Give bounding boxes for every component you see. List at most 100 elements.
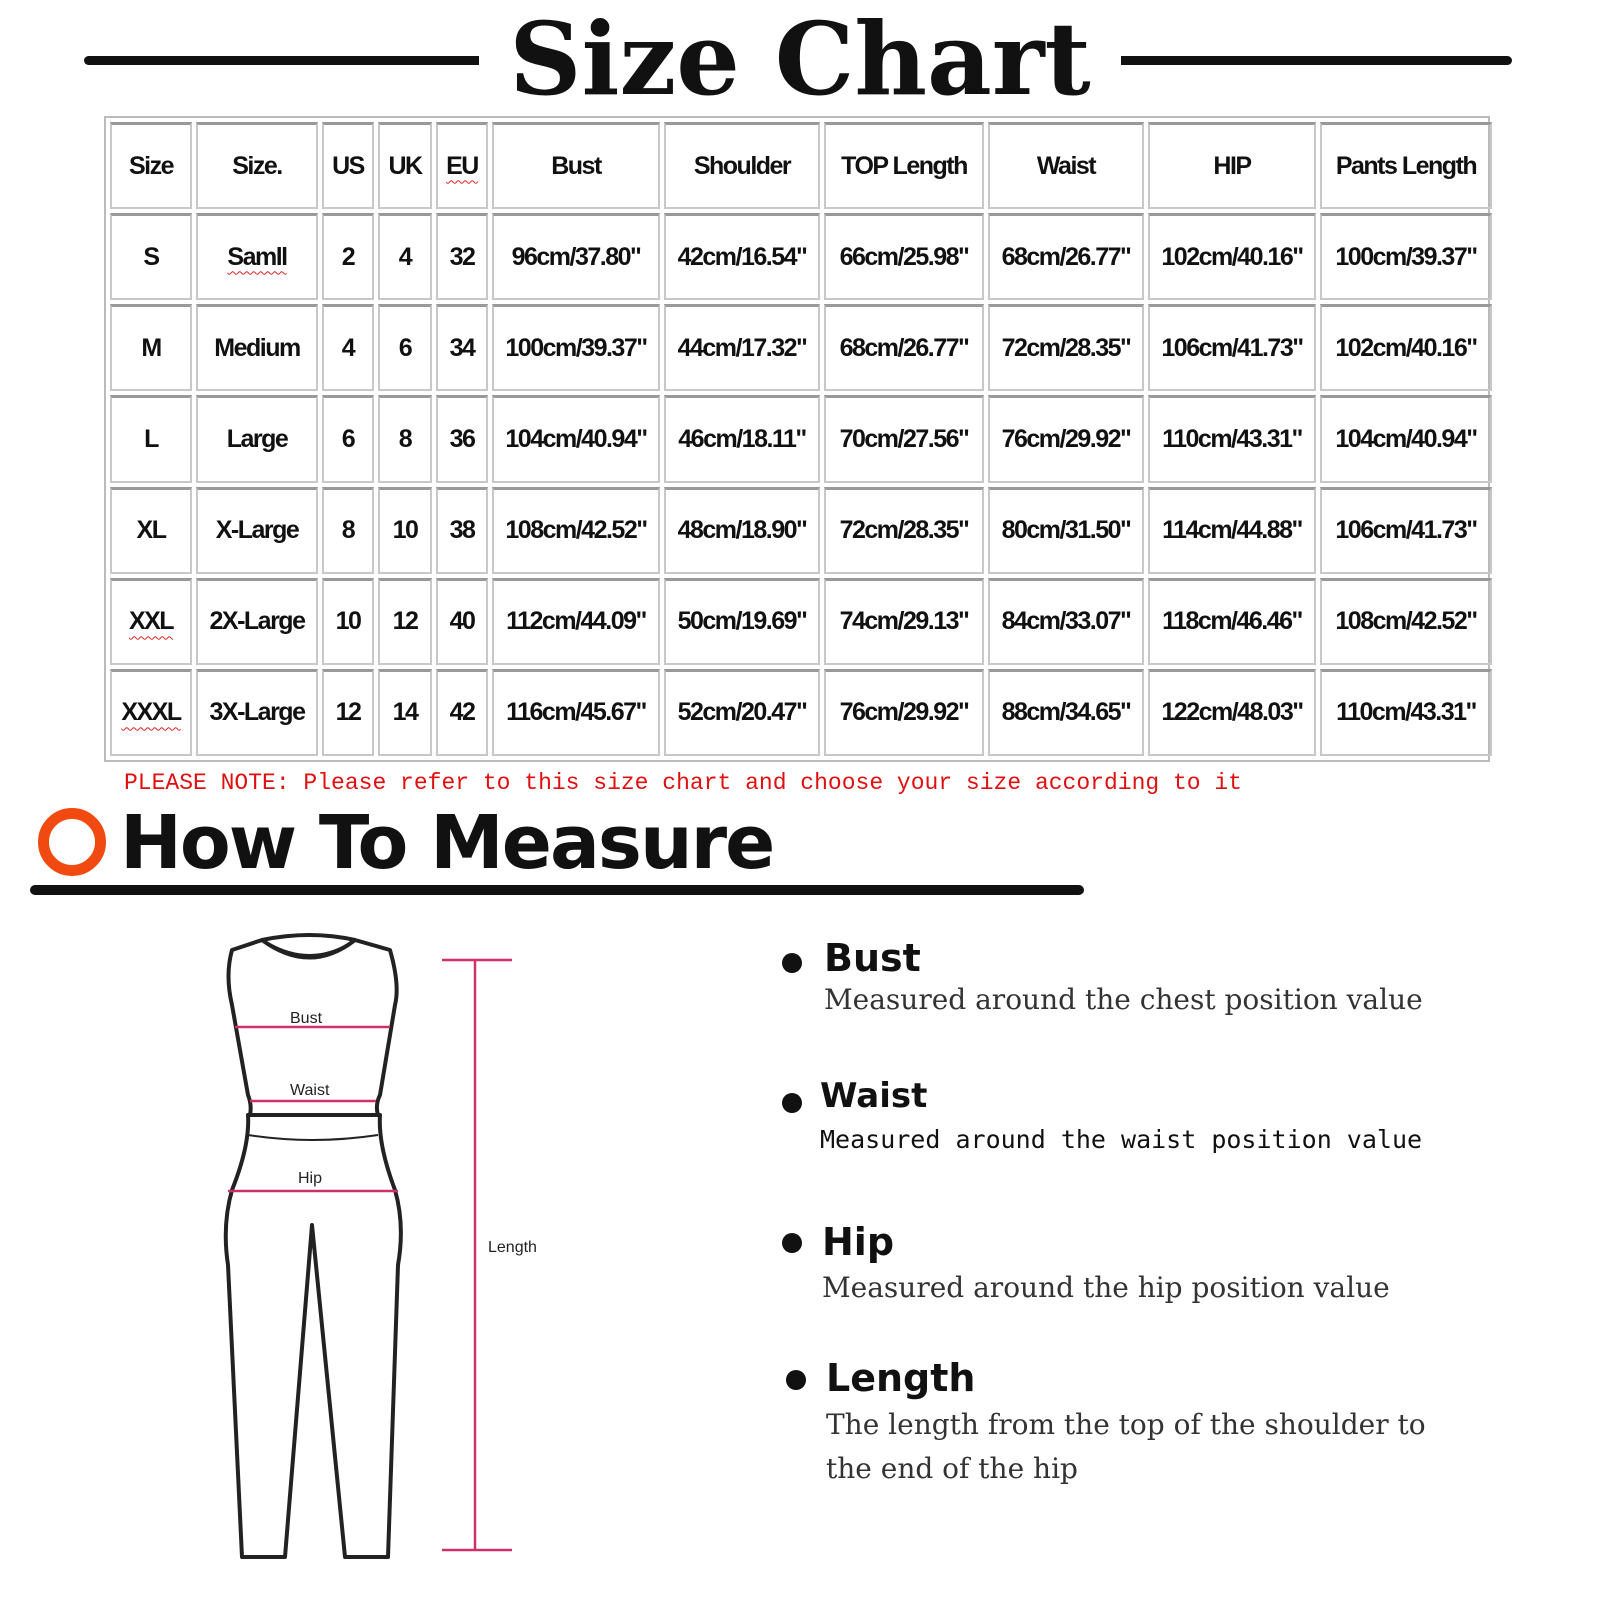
cell-text: 52cm/20.47" [677, 698, 808, 727]
cell-text: EU [446, 151, 479, 180]
table-cell: S [110, 213, 192, 301]
table-row: S Samll 2 4 32 96cm/37.80" 42cm/16.54" 66cm/25.… [110, 213, 1492, 301]
table-cell: 6 [378, 304, 432, 392]
table-cell: Pants Length [1320, 122, 1492, 210]
table-cell: 3X-Large [196, 668, 318, 756]
size-table: Size Size. US UK EU Bust Shoulder TOP Length Wai… [104, 116, 1492, 762]
cell-text: 3X-Large [209, 698, 306, 727]
cell-text: L [144, 424, 159, 453]
cell-text: Samll [227, 242, 288, 271]
table-cell: 36 [436, 395, 488, 483]
cell-text: 100cm/39.37" [1335, 242, 1478, 271]
title-rule-right [1098, 56, 1512, 65]
table-cell: 118cm/46.46" [1148, 577, 1316, 665]
figure-label-bust: Bust [290, 1010, 323, 1027]
table-cell: HIP [1148, 122, 1316, 210]
cell-text: 118cm/46.46" [1162, 607, 1303, 636]
cell-text: 68cm/26.77" [1001, 242, 1132, 271]
table-cell: 116cm/45.67" [492, 668, 660, 756]
cell-text: 36 [449, 424, 476, 453]
cell-text: 40 [449, 607, 476, 636]
table-cell: 104cm/40.94" [492, 395, 660, 483]
cell-text: XXXL [121, 698, 182, 727]
table-cell: 10 [378, 486, 432, 574]
figure-label-length: Length [488, 1239, 537, 1256]
table-cell: 112cm/44.09" [492, 577, 660, 665]
table-cell: XXL [110, 577, 192, 665]
table-cell: 32 [436, 213, 488, 301]
measure-desc: Measured around the hip position value [822, 1271, 1390, 1304]
pants-outline [223, 1113, 403, 1559]
table-cell: 72cm/28.35" [824, 486, 984, 574]
bullet-icon [782, 1233, 802, 1253]
bullet-icon [782, 1093, 802, 1113]
table-cell: 8 [322, 486, 374, 574]
cell-text: 8 [341, 516, 356, 545]
cell-text: 2X-Large [209, 607, 306, 636]
cell-text: 116cm/45.67" [506, 698, 647, 727]
table-cell: 2X-Large [196, 577, 318, 665]
table-cell: 12 [378, 577, 432, 665]
cell-text: 96cm/37.80" [511, 242, 642, 271]
cell-text: 76cm/29.92" [839, 698, 970, 727]
cell-text: 70cm/27.56" [839, 424, 970, 453]
table-cell: 50cm/19.69" [664, 577, 820, 665]
table-cell: UK [378, 122, 432, 210]
cell-text: S [143, 242, 160, 271]
cell-text: 100cm/39.37" [505, 333, 648, 362]
table-cell: 38 [436, 486, 488, 574]
table-cell: XL [110, 486, 192, 574]
table-cell: 102cm/40.16" [1320, 304, 1492, 392]
cell-text: 76cm/29.92" [1001, 424, 1132, 453]
table-cell: Samll [196, 213, 318, 301]
bullet-icon [782, 953, 802, 973]
table-cell: Medium [196, 304, 318, 392]
table-cell: Bust [492, 122, 660, 210]
cell-text: 42 [449, 698, 476, 727]
table-cell: 106cm/41.73" [1148, 304, 1316, 392]
cell-text: M [141, 333, 162, 362]
measure-desc: Measured around the chest position value [824, 983, 1423, 1016]
cell-text: X-Large [215, 516, 300, 545]
table-cell: Shoulder [664, 122, 820, 210]
table-cell: 52cm/20.47" [664, 668, 820, 756]
measure-title: Waist [820, 1076, 928, 1116]
table-cell: 48cm/18.90" [664, 486, 820, 574]
table-row: XXXL 3X-Large 12 14 42 116cm/45.67" 52cm/20.47… [110, 668, 1492, 756]
cell-text: 104cm/40.94" [1335, 424, 1478, 453]
cell-text: 10 [335, 607, 362, 636]
cell-text: 102cm/40.16" [1335, 333, 1478, 362]
table-cell: 2 [322, 213, 374, 301]
table-cell: 12 [322, 668, 374, 756]
cell-text: UK [388, 151, 423, 180]
table-cell: 114cm/44.88" [1148, 486, 1316, 574]
cell-text: 48cm/18.90" [677, 516, 808, 545]
cell-text: Pants Length [1335, 151, 1478, 180]
table-cell: XXXL [110, 668, 192, 756]
table-cell: 8 [378, 395, 432, 483]
cell-text: 74cm/29.13" [839, 607, 970, 636]
cell-text: 102cm/40.16" [1161, 242, 1304, 271]
top-outline [226, 933, 399, 1117]
cell-text: 6 [398, 333, 413, 362]
table-cell: 68cm/26.77" [988, 213, 1144, 301]
cell-text: 72cm/28.35" [1001, 333, 1132, 362]
cell-text: 112cm/44.09" [506, 607, 647, 636]
page-title: Size Chart [0, 0, 1600, 118]
table-cell: 76cm/29.92" [824, 668, 984, 756]
cell-text: 72cm/28.35" [839, 516, 970, 545]
cell-text: 84cm/33.07" [1001, 607, 1132, 636]
cell-text: 12 [392, 607, 419, 636]
table-cell: X-Large [196, 486, 318, 574]
table-cell: 42cm/16.54" [664, 213, 820, 301]
cell-text: 8 [398, 424, 413, 453]
table-cell: 10 [322, 577, 374, 665]
table-cell: 4 [322, 304, 374, 392]
table-cell: 100cm/39.37" [1320, 213, 1492, 301]
table-cell: Large [196, 395, 318, 483]
section-title: How To Measure [120, 800, 775, 886]
table-row: XL X-Large 8 10 38 108cm/42.52" 48cm/18.90" 72c… [110, 486, 1492, 574]
outfit-figure: Bust Waist Hip Length [223, 933, 537, 1559]
table-cell: 40 [436, 577, 488, 665]
table-cell: 42 [436, 668, 488, 756]
